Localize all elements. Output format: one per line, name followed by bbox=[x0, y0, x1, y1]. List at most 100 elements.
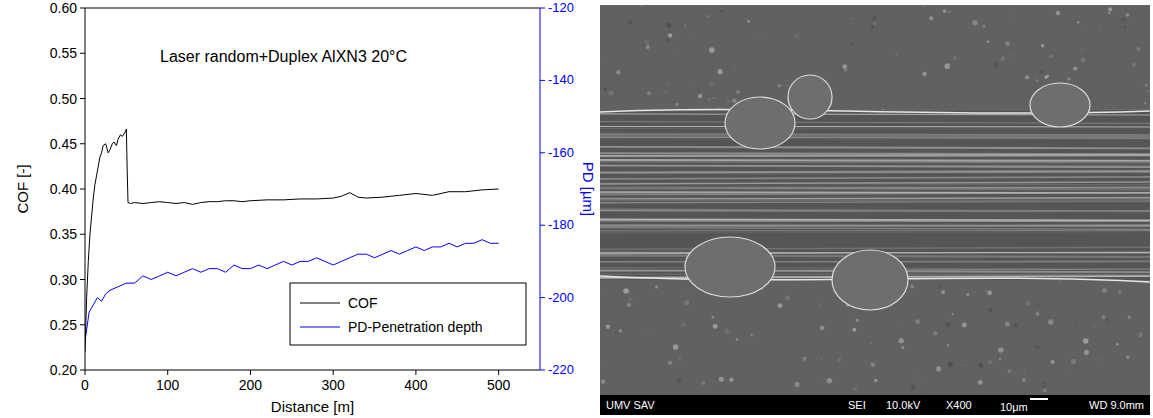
sem-speckle bbox=[1137, 47, 1141, 51]
sem-speckle bbox=[647, 91, 651, 95]
sem-speckle bbox=[988, 308, 992, 312]
sem-speckle bbox=[964, 365, 966, 367]
sem-speckle bbox=[1108, 7, 1112, 11]
sem-speckle bbox=[644, 47, 645, 48]
coating-flake bbox=[832, 250, 908, 310]
sem-speckle bbox=[1025, 300, 1030, 305]
sem-speckle bbox=[897, 323, 899, 325]
sem-speckle bbox=[685, 291, 689, 295]
y-tick bbox=[80, 324, 85, 325]
sem-speckle bbox=[919, 375, 920, 376]
y-tick bbox=[80, 370, 85, 371]
x-tick-label: 300 bbox=[322, 377, 346, 393]
y2-tick bbox=[540, 370, 545, 371]
sem-speckle bbox=[1118, 290, 1122, 294]
coating-flake bbox=[1030, 83, 1090, 127]
sem-background bbox=[600, 5, 1150, 395]
y-tick-label: 0.40 bbox=[50, 181, 77, 197]
sem-scale: 10μm bbox=[1000, 401, 1028, 413]
sem-speckle bbox=[936, 366, 941, 371]
sem-speckle bbox=[697, 89, 700, 92]
sem-speckle bbox=[668, 33, 672, 37]
coating-flake bbox=[788, 75, 832, 119]
sem-speckle bbox=[938, 284, 943, 289]
sem-speckle bbox=[987, 40, 990, 43]
sem-speckle bbox=[709, 82, 714, 87]
sem-speckle bbox=[614, 332, 616, 334]
wear-groove bbox=[600, 162, 1150, 163]
sem-speckle bbox=[999, 358, 1001, 360]
frame-top bbox=[85, 8, 540, 9]
coating-flake bbox=[725, 97, 795, 149]
wear-groove bbox=[600, 228, 1150, 230]
sem-speckle bbox=[1035, 345, 1040, 350]
y2-tick-label: -120 bbox=[548, 0, 574, 15]
x-tick-label: 400 bbox=[404, 377, 428, 393]
sem-speckle bbox=[852, 328, 856, 332]
sem-speckle bbox=[675, 103, 678, 106]
sem-speckle bbox=[667, 23, 672, 28]
wear-groove bbox=[600, 220, 1150, 222]
x-tick bbox=[250, 370, 251, 375]
sem-speckle bbox=[1145, 84, 1148, 87]
sem-speckle bbox=[802, 357, 806, 361]
x-tick-label: 100 bbox=[156, 377, 180, 393]
sem-speckle bbox=[600, 290, 601, 292]
x-axis-title: Distance [m] bbox=[271, 398, 354, 415]
sem-speckle bbox=[973, 340, 975, 342]
sem-speckle bbox=[729, 378, 733, 382]
sem-speckle bbox=[987, 291, 992, 296]
wear-groove bbox=[600, 136, 1150, 137]
sem-speckle bbox=[901, 346, 904, 349]
y2-tick-label: -220 bbox=[548, 362, 574, 377]
sem-speckle bbox=[1011, 53, 1015, 57]
sem-speckle bbox=[993, 63, 998, 68]
y-tick-label: 0.50 bbox=[50, 91, 77, 107]
sem-speckle bbox=[922, 72, 926, 76]
y2-tick bbox=[540, 225, 545, 226]
sem-speckle bbox=[1100, 358, 1103, 361]
sem-speckle bbox=[1125, 13, 1129, 17]
sem-speckle bbox=[933, 331, 937, 335]
y-tick-label: 0.20 bbox=[50, 362, 77, 378]
sem-speckle bbox=[1086, 52, 1091, 57]
y-tick bbox=[80, 143, 85, 144]
sem-speckle bbox=[628, 297, 632, 301]
sem-speckle bbox=[674, 50, 675, 51]
y-tick bbox=[80, 234, 85, 235]
y2-axis bbox=[540, 8, 541, 370]
sem-speckle bbox=[662, 71, 663, 72]
sem-speckle bbox=[871, 52, 873, 54]
sem-speckle bbox=[665, 38, 668, 41]
wear-groove bbox=[600, 182, 1150, 184]
wear-groove bbox=[600, 165, 1150, 167]
sem-speckle bbox=[745, 90, 749, 94]
sem-speckle bbox=[1106, 318, 1109, 321]
sem-speckle bbox=[842, 64, 847, 69]
sem-speckle bbox=[664, 89, 668, 93]
sem-speckle bbox=[1127, 316, 1131, 320]
sem-speckle bbox=[603, 88, 606, 91]
sem-speckle bbox=[853, 387, 857, 391]
legend-swatch bbox=[300, 302, 340, 303]
sem-speckle bbox=[1042, 382, 1047, 387]
legend-label: COF bbox=[348, 295, 378, 311]
sem-speckle bbox=[986, 305, 988, 307]
wear-groove bbox=[600, 209, 1150, 212]
sem-speckle bbox=[874, 379, 877, 382]
x-tick bbox=[415, 370, 416, 375]
sem-speckle bbox=[943, 9, 947, 13]
sem-speckle bbox=[616, 70, 621, 75]
sem-speckle bbox=[794, 33, 799, 38]
sem-speckle bbox=[623, 95, 624, 96]
wear-groove bbox=[600, 209, 1150, 211]
y2-tick-label: -180 bbox=[548, 217, 574, 232]
sem-speckle bbox=[946, 322, 951, 327]
sem-speckle bbox=[1081, 23, 1084, 26]
sem-speckle bbox=[1025, 75, 1029, 79]
sem-speckle bbox=[707, 98, 710, 101]
sem-speckle bbox=[666, 83, 668, 85]
sem-speckle bbox=[962, 323, 967, 328]
sem-speckle bbox=[1005, 41, 1010, 46]
sem-speckle bbox=[873, 22, 876, 25]
